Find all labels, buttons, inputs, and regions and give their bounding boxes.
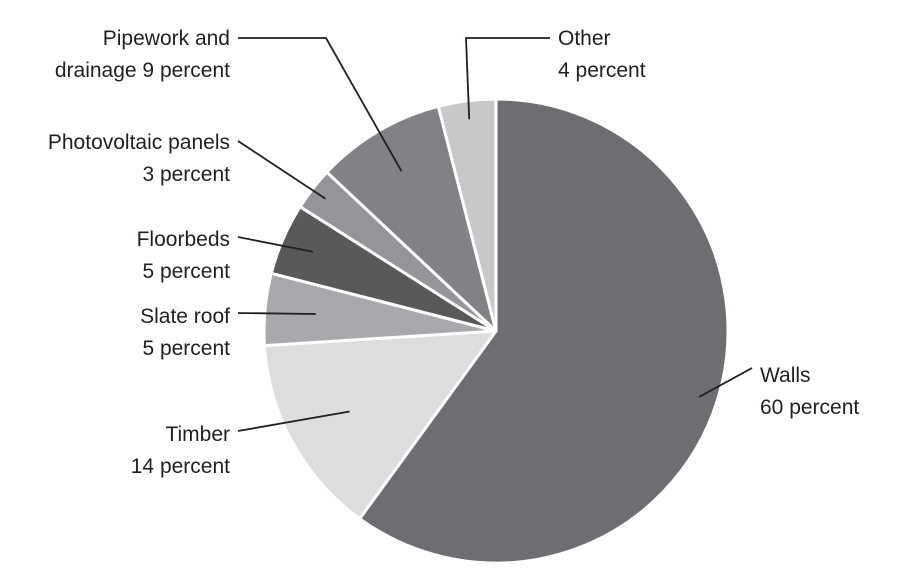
label-walls-value: 60 percent xyxy=(760,396,859,419)
label-slate-roof: Slate roof xyxy=(140,305,230,328)
label-pipework-line2: drainage 9 percent xyxy=(55,59,230,82)
slice-labels: Walls 60 percent Timber 14 percent Slate… xyxy=(48,27,860,478)
label-floorbeds-value: 5 percent xyxy=(142,260,230,283)
leader-line-slate-roof xyxy=(237,312,316,315)
slice-other xyxy=(436,97,498,333)
label-walls: Walls xyxy=(760,364,811,387)
label-timber-value: 14 percent xyxy=(131,455,230,478)
label-photovoltaic-panels-value: 3 percent xyxy=(142,163,230,186)
label-other-value: 4 percent xyxy=(558,59,646,82)
label-photovoltaic-panels: Photovoltaic panels xyxy=(48,131,230,154)
label-pipework: Pipework and xyxy=(103,27,230,50)
leader-line-other xyxy=(465,37,550,120)
pie-slices xyxy=(262,97,730,565)
leader-lines xyxy=(237,37,753,432)
slice-timber xyxy=(262,329,498,521)
label-slate-roof-value: 5 percent xyxy=(142,337,230,360)
label-timber: Timber xyxy=(165,423,230,446)
leader-line-floorbeds xyxy=(237,236,314,253)
slice-walls xyxy=(358,97,730,565)
label-floorbeds: Floorbeds xyxy=(137,228,230,251)
leader-line-walls xyxy=(698,367,753,398)
leader-line-timber xyxy=(237,410,350,432)
label-other: Other xyxy=(558,27,611,50)
leader-line-photovoltaic-panels xyxy=(237,140,326,200)
leader-line-pipework xyxy=(238,37,403,172)
